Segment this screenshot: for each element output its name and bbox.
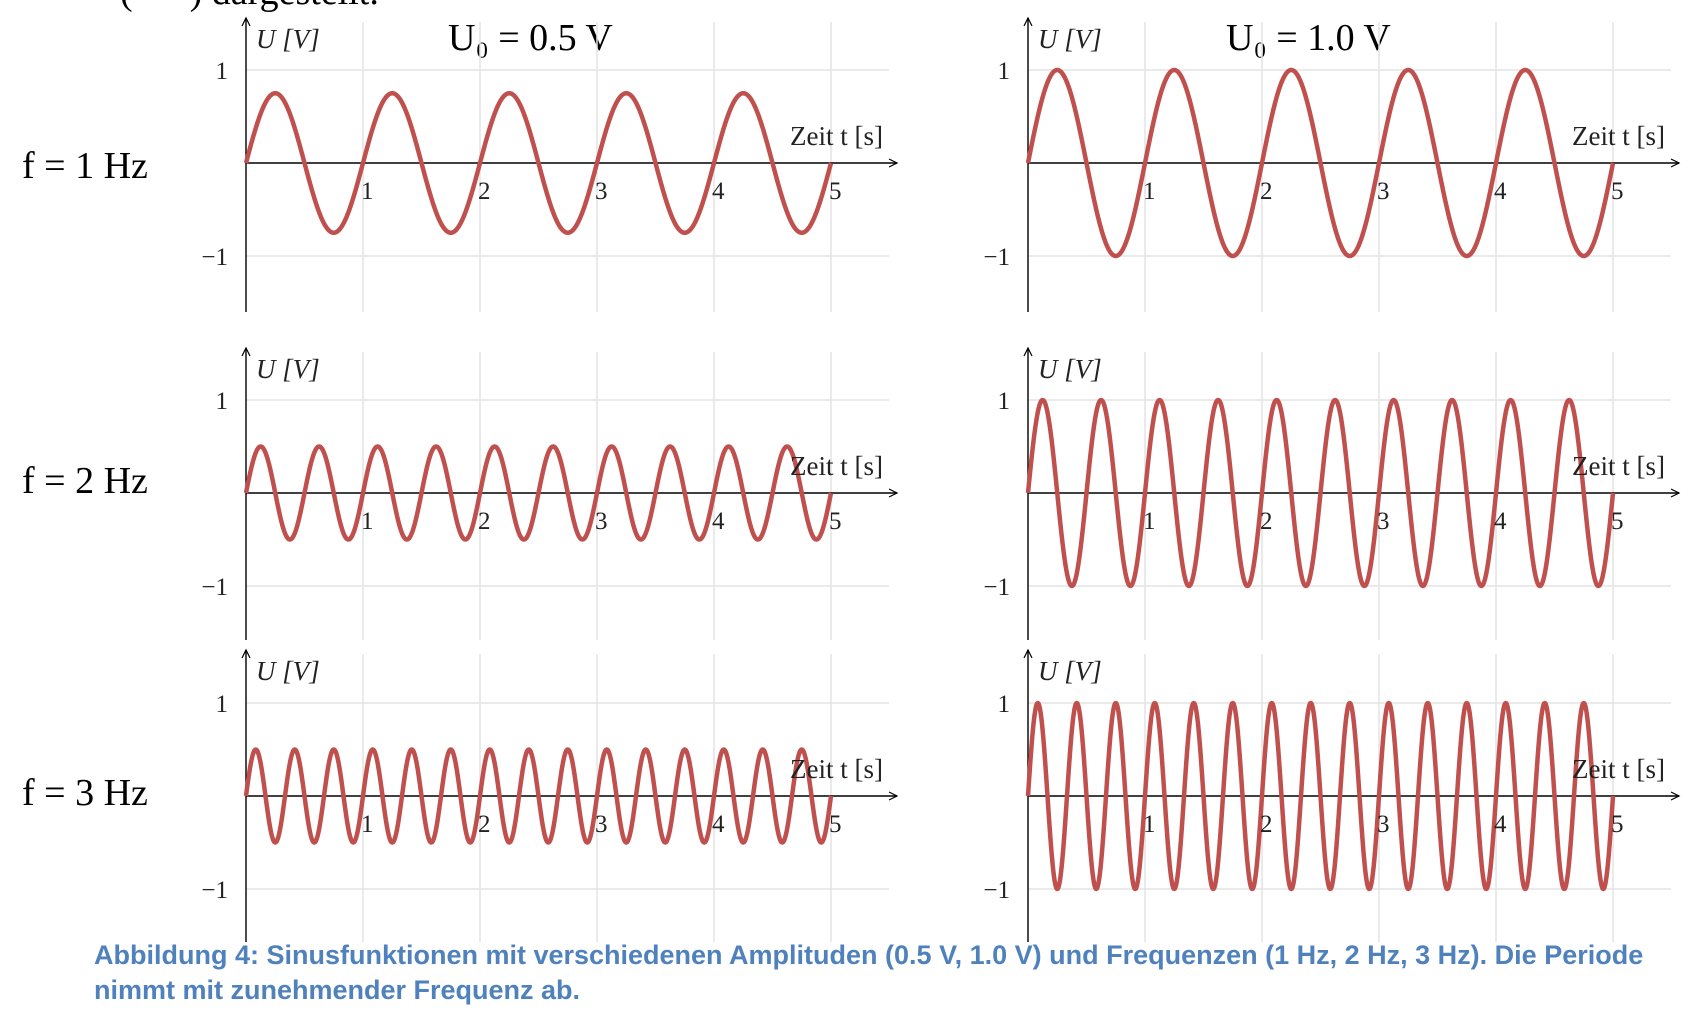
x-tick-label: 1: [361, 178, 374, 205]
chart-panel-4: 1 2 3 4 5 1 −1 U [V] Zeit t [s]: [983, 346, 1681, 640]
x-tick-label: 2: [1260, 508, 1273, 535]
chart-panel-3: 1 2 3 4 5 1 −1 U [V] Zeit t [s]: [201, 346, 899, 640]
y-axis-arrow: [1023, 16, 1033, 27]
chart-panel-2: 1 2 3 4 5 1 −1 U [V] Zeit t [s]: [983, 16, 1681, 312]
x-tick-label: 2: [1260, 811, 1273, 838]
x-tick-label: 2: [1260, 178, 1273, 205]
x-tick-label: 4: [1494, 508, 1507, 535]
x-tick-label: 5: [829, 811, 842, 838]
x-axis-arrow: [1670, 791, 1681, 801]
x-axis-label: Zeit t [s]: [790, 451, 883, 481]
x-tick-label: 1: [1143, 178, 1156, 205]
sine-series-line: [243, 444, 834, 542]
y-tick-label: −1: [201, 244, 228, 271]
y-tick-label: −1: [983, 244, 1010, 271]
sine-series-line: [243, 747, 834, 845]
chart-panel-1: 1 2 3 4 5 1 −1 U [V] Zeit t [s]: [201, 16, 899, 312]
x-tick-label: 3: [595, 508, 608, 535]
y-axis-arrow: [1023, 346, 1033, 357]
sine-series-line: [1025, 67, 1616, 259]
x-tick-label: 1: [1143, 508, 1156, 535]
x-tick-label: 4: [712, 508, 725, 535]
y-tick-label: 1: [998, 58, 1011, 85]
x-tick-label: 4: [712, 811, 725, 838]
x-axis-arrow: [888, 488, 899, 498]
x-tick-label: 5: [1611, 811, 1624, 838]
x-axis-label: Zeit t [s]: [1572, 754, 1665, 784]
y-axis-label: U [V]: [1038, 354, 1102, 384]
y-tick-label: 1: [998, 691, 1011, 718]
x-tick-label: 1: [361, 811, 374, 838]
x-axis-arrow: [888, 158, 899, 168]
y-tick-label: 1: [216, 388, 229, 415]
x-tick-label: 3: [1377, 811, 1390, 838]
x-tick-label: 3: [1377, 508, 1390, 535]
x-axis-arrow: [1670, 158, 1681, 168]
x-tick-label: 5: [1611, 508, 1624, 535]
y-axis-arrow: [241, 648, 251, 659]
x-tick-label: 2: [478, 178, 491, 205]
x-tick-label: 5: [1611, 178, 1624, 205]
row-label-f2: f = 2 Hz: [22, 460, 148, 502]
sine-series-line: [1025, 700, 1616, 892]
y-axis-label: U [V]: [256, 354, 320, 384]
y-tick-label: −1: [201, 574, 228, 601]
x-tick-label: 5: [829, 178, 842, 205]
sine-series-line: [243, 91, 834, 235]
y-tick-label: −1: [201, 877, 228, 904]
sine-series-line: [1025, 397, 1616, 589]
chart-panel-6: 1 2 3 4 5 1 −1 U [V] Zeit t [s]: [983, 648, 1681, 942]
y-axis-arrow: [241, 16, 251, 27]
x-axis-label: Zeit t [s]: [1572, 451, 1665, 481]
y-tick-label: 1: [216, 58, 229, 85]
y-axis-arrow: [241, 346, 251, 357]
y-tick-label: 1: [216, 691, 229, 718]
x-tick-label: 5: [829, 508, 842, 535]
x-axis-label: Zeit t [s]: [790, 754, 883, 784]
y-tick-label: 1: [998, 388, 1011, 415]
x-tick-label: 3: [595, 178, 608, 205]
x-tick-label: 4: [712, 178, 725, 205]
y-axis-label: U [V]: [256, 656, 320, 686]
x-tick-label: 1: [361, 508, 374, 535]
x-axis-arrow: [888, 791, 899, 801]
x-axis-label: Zeit t [s]: [1572, 121, 1665, 151]
y-axis-label: U [V]: [256, 24, 320, 54]
y-axis-arrow: [1023, 648, 1033, 659]
chart-panel-5: 1 2 3 4 5 1 −1 U [V] Zeit t [s]: [201, 648, 899, 942]
figure-caption: Abbildung 4: Sinusfunktionen mit verschi…: [94, 940, 1644, 1005]
x-tick-label: 1: [1143, 811, 1156, 838]
x-tick-label: 2: [478, 508, 491, 535]
column-title-right: U₀ = 1.0 V: [1226, 17, 1391, 59]
y-axis-label: U [V]: [1038, 656, 1102, 686]
x-axis-label: Zeit t [s]: [790, 121, 883, 151]
top-text-fragment: (· · ·) dargestellt.: [120, 0, 379, 13]
y-axis-label: U [V]: [1038, 24, 1102, 54]
x-tick-label: 3: [1377, 178, 1390, 205]
y-tick-label: −1: [983, 574, 1010, 601]
row-label-f1: f = 1 Hz: [22, 145, 148, 187]
column-title-left: U₀ = 0.5 V: [448, 17, 613, 59]
x-tick-label: 4: [1494, 811, 1507, 838]
x-tick-label: 2: [478, 811, 491, 838]
row-label-f3: f = 3 Hz: [22, 772, 148, 814]
y-tick-label: −1: [983, 877, 1010, 904]
x-tick-label: 3: [595, 811, 608, 838]
x-tick-label: 4: [1494, 178, 1507, 205]
x-axis-arrow: [1670, 488, 1681, 498]
